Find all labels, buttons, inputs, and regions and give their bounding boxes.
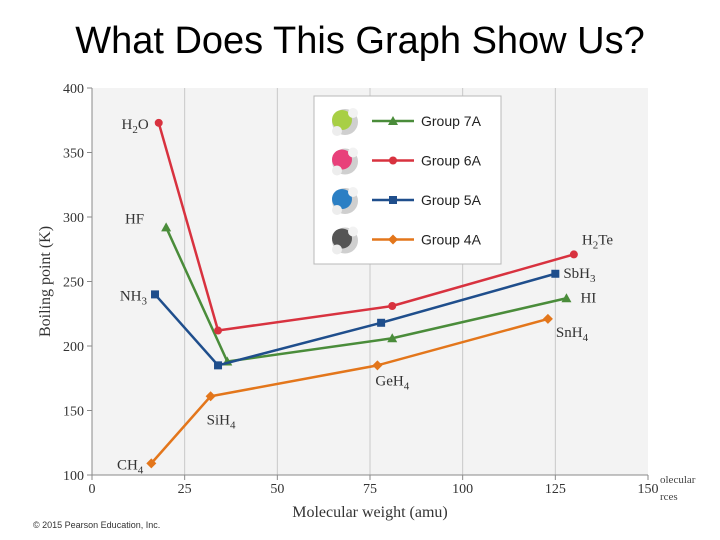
legend-label: Group 7A xyxy=(421,113,482,129)
data-point xyxy=(205,391,216,402)
molecule-central-atom-icon xyxy=(332,149,352,170)
side-note-line-1: olecular xyxy=(660,474,696,486)
point-label: GeH4 xyxy=(375,373,409,392)
legend-item-4: Group 4A xyxy=(332,226,482,255)
molecule-hydrogen-icon xyxy=(332,244,342,255)
slide-title: What Does This Graph Show Us? xyxy=(75,20,645,62)
side-note: olecular rces xyxy=(660,472,695,506)
series xyxy=(146,118,578,469)
y-tick-label: 300 xyxy=(63,211,84,226)
data-point xyxy=(214,326,223,335)
point-label: CH4 xyxy=(117,457,144,476)
data-point xyxy=(542,313,553,324)
molecule-central-atom-icon xyxy=(332,110,352,130)
point-labels: HF HI H2O H2Te NH3 SbH3 CH4 SiH4 GeH4 SnH4 xyxy=(117,117,613,477)
series-line-3 xyxy=(154,272,556,367)
point-label: HI xyxy=(580,290,596,306)
data-point xyxy=(214,361,223,370)
data-point xyxy=(388,302,397,311)
data-point xyxy=(154,118,163,127)
data-point xyxy=(161,222,172,232)
legend-label: Group 5A xyxy=(421,192,482,208)
legend-label: Group 4A xyxy=(421,232,482,248)
x-tick-label: 50 xyxy=(270,482,284,497)
series-line-1 xyxy=(164,226,567,363)
x-tick-label: 125 xyxy=(545,482,566,497)
data-point xyxy=(387,333,398,343)
x-tick-label: 100 xyxy=(452,482,473,497)
y-tick-label: 250 xyxy=(63,276,84,291)
series-line-2 xyxy=(157,122,575,332)
molecule-hydrogen-icon xyxy=(348,187,358,197)
point-label: H2O xyxy=(122,117,149,136)
data-point xyxy=(372,360,383,371)
y-tick-label: 200 xyxy=(63,340,84,355)
y-tick-label: 350 xyxy=(63,147,84,162)
point-label: HF xyxy=(125,211,144,227)
data-point xyxy=(146,458,157,469)
legend-marker xyxy=(389,156,397,165)
x-tick-label: 25 xyxy=(178,482,192,497)
point-label: SbH3 xyxy=(563,266,596,285)
data-point xyxy=(377,318,386,327)
data-point xyxy=(561,293,572,303)
legend: Group 7A Group 6A Group 5A Group 4A xyxy=(313,95,502,265)
molecule-hydrogen-icon xyxy=(332,165,342,176)
copyright-text: © 2015 Pearson Education, Inc. xyxy=(33,520,161,530)
molecule-hydrogen-icon xyxy=(332,126,342,136)
molecule-central-atom-icon xyxy=(332,228,352,249)
side-note-line-2: rces xyxy=(660,491,678,503)
point-label: SnH4 xyxy=(556,325,589,344)
legend-label: Group 6A xyxy=(421,153,482,169)
axes: 100 150 200 250 300 350 400 0 25 50 75 100 125 150 Mol… xyxy=(37,82,659,521)
data-point xyxy=(151,290,160,299)
molecule-hydrogen-icon xyxy=(348,147,358,158)
x-tick-label: 150 xyxy=(638,482,659,497)
x-tick-label: 0 xyxy=(89,482,96,497)
molecule-hydrogen-icon xyxy=(348,226,358,237)
molecule-hydrogen-icon xyxy=(348,108,358,118)
point-label: H2Te xyxy=(582,232,613,251)
legend-marker xyxy=(389,196,397,204)
y-tick-label: 150 xyxy=(63,405,84,420)
y-tick-label: 400 xyxy=(63,82,84,97)
data-point xyxy=(551,269,560,278)
legend-marker xyxy=(388,234,398,245)
y-tick-label: 100 xyxy=(63,469,84,484)
y-axis-label: Boiling point (K) xyxy=(37,226,54,337)
x-axis-label: Molecular weight (amu) xyxy=(292,504,448,521)
legend-marker xyxy=(388,116,398,125)
molecule-central-atom-icon xyxy=(332,189,352,209)
legend-item-1: Group 7A xyxy=(332,108,482,136)
x-tick-label: 75 xyxy=(363,482,377,497)
molecule-hydrogen-icon xyxy=(332,205,342,215)
legend-item-2: Group 6A xyxy=(332,147,482,176)
data-point xyxy=(569,250,578,259)
series-line-4 xyxy=(150,317,549,465)
point-label: NH3 xyxy=(120,288,148,307)
point-label: SiH4 xyxy=(207,412,236,431)
legend-item-3: Group 5A xyxy=(332,187,482,215)
